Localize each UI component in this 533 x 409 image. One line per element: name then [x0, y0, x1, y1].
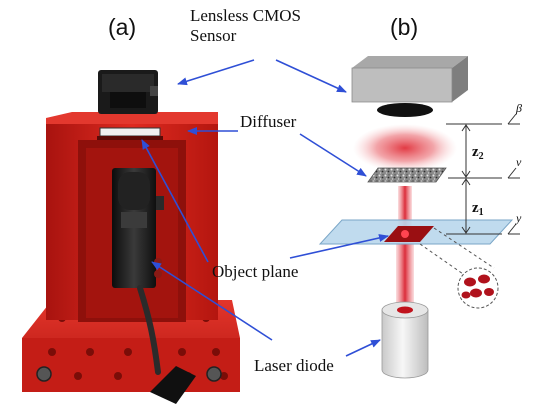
callout-arrows [141, 59, 389, 357]
diffuser-slot [99, 127, 161, 137]
cell-inset [457, 267, 499, 309]
callout-sensor-line1: Lensless CMOS [190, 6, 301, 25]
arrow-sensor-schematic [275, 59, 347, 93]
axis-v-label: v [516, 155, 522, 169]
distance-markers [446, 123, 502, 235]
callout-diffuser: Diffuser [240, 112, 297, 131]
arrow-sensor-photo [177, 59, 255, 86]
z1-label: z1 [472, 200, 484, 218]
screw [206, 366, 222, 382]
scattered-light [353, 124, 457, 172]
z2-label: z2 [472, 144, 484, 162]
laser-cylinder [381, 309, 429, 379]
arrow-diffuser-schematic [299, 133, 367, 177]
setup-photo [22, 70, 240, 404]
laser-beam [396, 230, 414, 310]
arrow-laser-photo [151, 261, 273, 341]
sensor-top [352, 56, 468, 68]
panel-label-b: (b) [390, 14, 419, 40]
arrow-object-photo [141, 139, 209, 263]
schematic [318, 56, 520, 379]
axes [507, 113, 520, 235]
callout-object-plane: Object plane [212, 262, 299, 281]
panel-label-a: (a) [108, 14, 137, 40]
callout-sensor: Lensless CMOS Sensor [190, 6, 301, 46]
callout-sensor-line2: Sensor [190, 26, 237, 45]
arrow-object-schematic [289, 234, 389, 259]
cable-plug [150, 366, 196, 404]
arrow-laser-schematic [345, 339, 381, 357]
axis-y-label: y [515, 211, 522, 225]
screw [36, 366, 52, 382]
callout-laser-diode: Laser diode [254, 356, 334, 375]
diffuser-plate [367, 167, 447, 183]
axis-beta-label: β [515, 101, 522, 115]
sensor-aperture [377, 103, 433, 117]
red-blood-cells [461, 274, 494, 299]
